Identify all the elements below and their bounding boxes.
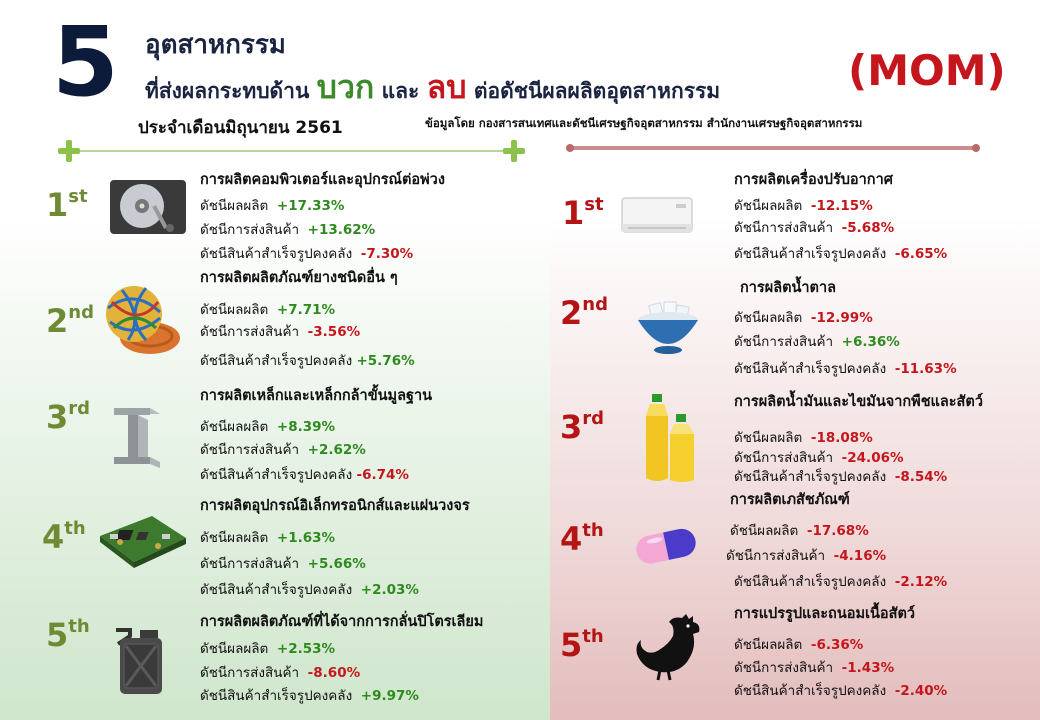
rank-3-positive: 3rd (46, 398, 91, 436)
negative-2-inventory: ดัชนีสินค้าสำเร็จรูปคงคลัง -11.63% (734, 361, 957, 377)
plus-icon (503, 140, 525, 162)
fuel-can-icon (110, 626, 166, 696)
rubber-band-ball-icon (94, 278, 186, 360)
positive-1-production: ดัชนีผลผลิต +17.33% (200, 198, 345, 214)
header-subtitle: ที่ส่งผลกระทบด้าน บวก และ ลบ ต่อดัชนีผลผ… (145, 62, 720, 113)
rank-5-negative: 5th (560, 626, 604, 664)
subtitle-mid: และ (374, 79, 427, 103)
right-panel-background (550, 0, 1040, 720)
negative-3-production: ดัชนีผลผลิต -18.08% (734, 430, 873, 446)
divider-cap (566, 144, 574, 152)
plus-icon (58, 140, 80, 162)
rank-4-negative: 4th (560, 520, 604, 558)
negative-3-shipment: ดัชนีการส่งสินค้า -24.06% (734, 450, 904, 466)
positive-2-inventory: ดัชนีสินค้าสำเร็จรูปคงคลัง +5.76% (200, 353, 415, 369)
subtitle-pre: ที่ส่งผลกระทบด้าน (145, 79, 317, 103)
positive-5-production: ดัชนีผลผลิต +2.53% (200, 641, 336, 657)
negative-word: ลบ (426, 68, 467, 106)
rank-1-positive: 1st (46, 186, 88, 224)
left-panel-background (0, 0, 550, 720)
negative-5-inventory: ดัชนีสินค้าสำเร็จรูปคงคลัง -2.40% (734, 683, 948, 699)
negative-1-shipment: ดัชนีการส่งสินค้า -5.68% (734, 220, 895, 236)
positive-4-production: ดัชนีผลผลิต +1.63% (200, 530, 336, 546)
rank-5-positive: 5th (46, 616, 90, 654)
mom-tag: (MOM) (848, 46, 1006, 95)
negative-4-inventory: ดัชนีสินค้าสำเร็จรูปคงคลัง -2.12% (734, 574, 948, 590)
hard-disk-icon (108, 176, 190, 238)
big-number: 5 (52, 6, 119, 118)
positive-3-title: การผลิตเหล็กและเหล็กกล้าขั้นมูลฐาน (200, 388, 433, 404)
pill-capsule-icon (636, 526, 698, 566)
negative-1-production: ดัชนีผลผลิต -12.15% (734, 198, 873, 214)
chicken-icon (632, 612, 704, 682)
positive-4-title: การผลิตอุปกรณ์อิเล็กทรอนิกส์และแผ่นวงจร (200, 498, 470, 514)
circuit-board-icon (96, 512, 188, 572)
positive-2-title: การผลิตผลิตภัณฑ์ยางชนิดอื่น ๆ (200, 270, 398, 286)
positive-5-title: การผลิตผลิตภัณฑ์ที่ได้จากการกลั่นปิโตรเล… (200, 614, 484, 630)
positive-2-production: ดัชนีผลผลิต +7.71% (200, 302, 336, 318)
positive-3-inventory: ดัชนีสินค้าสำเร็จรูปคงคลัง -6.74% (200, 467, 409, 483)
positive-4-shipment: ดัชนีการส่งสินค้า +5.66% (200, 556, 366, 572)
negative-5-production: ดัชนีผลผลิต -6.36% (734, 637, 864, 653)
period-label: ประจำเดือนมิถุนายน 2561 (138, 118, 343, 138)
negative-1-title: การผลิตเครื่องปรับอากาศ (734, 172, 893, 188)
rank-4-positive: 4th (42, 518, 86, 556)
steel-beam-icon (108, 404, 168, 468)
negative-3-inventory: ดัชนีสินค้าสำเร็จรูปคงคลัง -8.54% (734, 469, 948, 485)
sugar-bowl-icon (636, 296, 700, 356)
negative-1-inventory: ดัชนีสินค้าสำเร็จรูปคงคลัง -6.65% (734, 246, 948, 262)
negative-5-title: การแปรรูปและถนอมเนื้อสัตว์ (734, 606, 916, 622)
negative-2-production: ดัชนีผลผลิต -12.99% (734, 310, 873, 326)
positive-5-shipment: ดัชนีการส่งสินค้า -8.60% (200, 665, 361, 681)
positive-4-inventory: ดัชนีสินค้าสำเร็จรูปคงคลัง +2.03% (200, 582, 419, 598)
positive-3-shipment: ดัชนีการส่งสินค้า +2.62% (200, 442, 366, 458)
air-conditioner-icon (620, 194, 696, 242)
positive-3-production: ดัชนีผลผลิต +8.39% (200, 419, 336, 435)
rank-3-negative: 3rd (560, 408, 605, 446)
negative-4-shipment: ดัชนีการส่งสินค้า -4.16% (726, 548, 887, 564)
negative-3-title: การผลิตน้ำมันและไขมันจากพืชและสัตว์ (734, 394, 983, 410)
positive-2-shipment: ดัชนีการส่งสินค้า -3.56% (200, 324, 361, 340)
positive-divider (80, 150, 510, 152)
rank-1-negative: 1st (562, 194, 604, 232)
positive-1-title: การผลิตคอมพิวเตอร์และอุปกรณ์ต่อพ่วง (200, 172, 445, 188)
divider-cap (972, 144, 980, 152)
positive-1-shipment: ดัชนีการส่งสินค้า +13.62% (200, 222, 376, 238)
header-title: อุตสาหกรรม (145, 30, 286, 60)
negative-4-title: การผลิตเภสัชภัณฑ์ (730, 492, 850, 508)
rank-2-negative: 2nd (560, 294, 608, 332)
positive-1-inventory: ดัชนีสินค้าสำเร็จรูปคงคลัง -7.30% (200, 246, 414, 262)
positive-5-inventory: ดัชนีสินค้าสำเร็จรูปคงคลัง +9.97% (200, 688, 419, 704)
subtitle-post: ต่อดัชนีผลผลิตอุตสาหกรรม (466, 79, 721, 103)
negative-divider (570, 146, 975, 150)
negative-2-title: การผลิตน้ำตาล (740, 280, 837, 296)
oil-bottles-icon (640, 392, 700, 484)
source-label: ข้อมูลโดย กองสารสนเทศและดัชนีเศรษฐกิจอุต… (425, 116, 863, 130)
negative-5-shipment: ดัชนีการส่งสินค้า -1.43% (734, 660, 895, 676)
negative-2-shipment: ดัชนีการส่งสินค้า +6.36% (734, 334, 900, 350)
rank-2-positive: 2nd (46, 302, 94, 340)
positive-word: บวก (316, 68, 375, 106)
negative-4-production: ดัชนีผลผลิต -17.68% (730, 523, 869, 539)
